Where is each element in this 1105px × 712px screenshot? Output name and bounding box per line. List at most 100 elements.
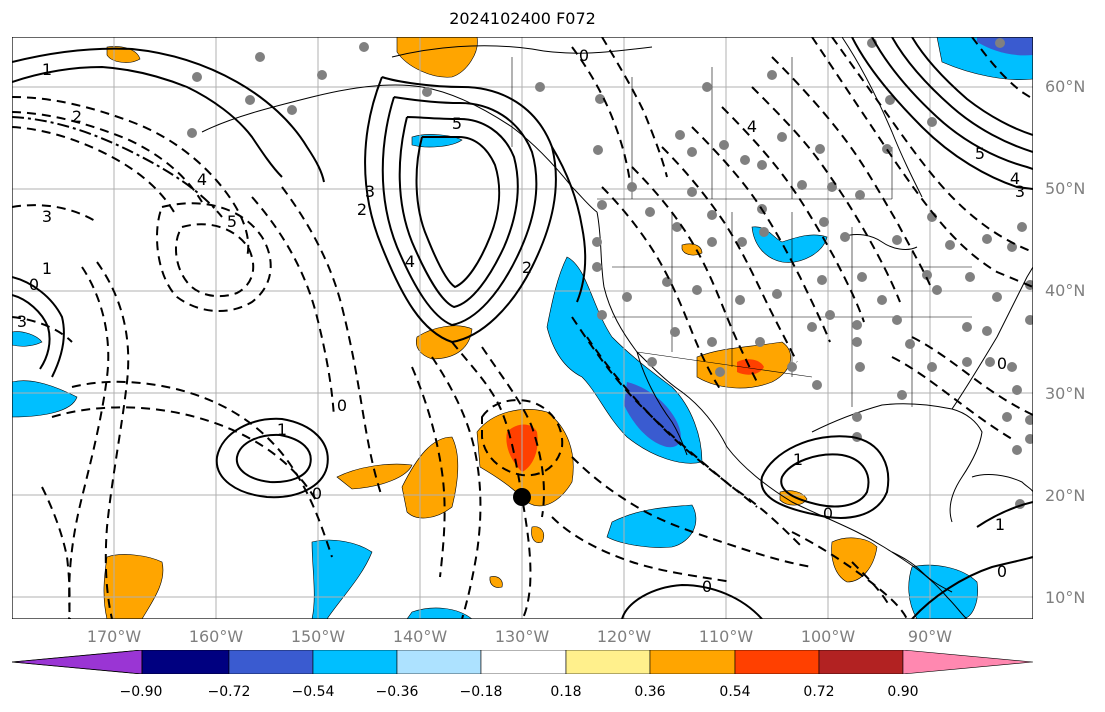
borders [511,57,972,407]
contour-label: 0 [579,46,589,65]
colorbar-segment [12,650,143,674]
contour-dash-mid-2 [96,261,130,619]
contour-dash-us-8 [571,46,631,183]
colorbar-segments [12,650,1034,674]
contour-solid-ne-3 [891,37,1033,153]
shade-negative-west [12,380,78,418]
colorbar-tick-label: 0.90 [887,684,919,700]
contour-dash-east-4 [551,516,733,583]
colorbar-tick-label: −0.36 [375,684,419,700]
lon-label: 120°W [596,627,652,646]
contour-label: 0 [702,577,712,596]
contour-solid-mex-1 [760,435,890,519]
contour-solid-circle-1 [235,433,312,484]
contour-label: 2 [522,258,532,277]
contour-solid-circle-2 [215,417,329,499]
contour-dash-sw-bottom [41,486,71,619]
contour-dash-us-5 [721,106,865,323]
lat-label: 60°N [1045,77,1086,96]
contour-label: 1 [995,515,1005,534]
coast-east [951,266,1033,410]
contour-label: 4 [405,252,415,271]
shade-negative-south2 [606,504,697,548]
contour-dash-gulf-1 [891,356,1013,440]
colorbar-left-extension-outline [12,650,143,674]
shade-positive-small1 [779,490,808,506]
contour-solid-pacific-4 [415,136,501,289]
contour-dashdot-nw [12,116,223,218]
contour-dash-mid-5 [71,380,333,558]
contour-label: 1 [42,259,52,278]
shade-positive-mex [831,537,878,583]
lon-label: 130°W [494,627,550,646]
contour-dash-us-9 [601,37,668,178]
contour-label: 4 [747,117,757,136]
contour-dash-east-2 [586,336,758,508]
shade-negative-ne-core [977,37,1033,56]
lat-label: 20°N [1045,486,1086,505]
contour-lines [12,37,1033,619]
contour-solid-pacific-5 [551,146,587,303]
colorbar-segment [141,650,230,674]
coast-central-am [891,551,953,593]
contour-solid-east-1 [976,501,1033,528]
contour-dash-east-6 [851,561,891,608]
contour-dash-mid-6 [51,406,318,503]
contour-dash-east-1 [571,316,803,548]
shade-negative-west2 [12,331,43,347]
colorbar-segment [480,650,567,674]
shade-positive-alaska [396,37,478,78]
lon-label: 150°W [290,627,346,646]
lon-label: 170°W [86,627,142,646]
contour-solid-pacific-1 [364,76,557,344]
contour-dash-gulf-2 [911,336,1033,416]
colorbar-tick-label: 0.18 [550,684,582,700]
contour-solid-nw-1 [12,65,283,178]
contour-solid-ne-1 [851,37,1033,190]
shade-positive-gulf-core [737,359,764,375]
contour-solid-pacific-3 [398,116,519,309]
contour-dash-west-4 [12,204,98,223]
coast-west-us [596,211,968,619]
coast-gulf [811,403,983,523]
shade-positive-mid2 [336,463,413,490]
contour-dash-mid-3 [281,186,383,498]
contour-label: 4 [1010,169,1020,188]
colorbar-tick-label: −0.18 [459,684,503,700]
contour-label: 1 [277,420,287,439]
lat-label: 40°N [1045,281,1086,300]
contour-solid-mex-2 [780,453,870,508]
contour-label: 3 [1015,182,1025,201]
colorbar-segment [565,650,651,674]
contour-dash-west-2 [12,111,203,203]
contour-dash-ne-top [971,37,1033,100]
contour-dash-ne-1 [811,37,1033,288]
contour-label: 0 [337,396,347,415]
coast-alaska-north [391,45,653,58]
lat-label: 50°N [1045,179,1086,198]
contour-label: 5 [975,144,985,163]
contour-solid-pacific-2 [381,96,538,327]
contour-dash-us-4 [691,126,831,343]
shade-positive-pacific-low [415,325,473,360]
map-title: 2024102400 F072 [449,9,596,28]
contour-dash-us-6 [751,86,901,303]
contour-label: 0 [997,562,1007,581]
contour-dash-us-1 [601,186,723,393]
colorbar [12,650,1034,674]
contour-dash-ne-2 [831,37,1033,253]
shade-positive-small4 [531,526,544,543]
contour-solid-south [621,583,763,619]
contour-label: 3 [17,312,27,331]
colorbar-segment [312,650,398,674]
shade-negative-greatlakes [751,226,828,263]
contour-dash-central-2 [481,346,545,518]
contour-dash-east-3 [571,456,813,568]
contour-label: 0 [29,275,39,294]
contour-label: 3 [42,207,52,226]
coast-greatlakes [841,234,918,250]
contour-label: 2 [72,107,82,126]
contour-label: 1 [42,60,52,79]
colorbar-segment [818,650,904,674]
contour-label: 0 [312,484,322,503]
